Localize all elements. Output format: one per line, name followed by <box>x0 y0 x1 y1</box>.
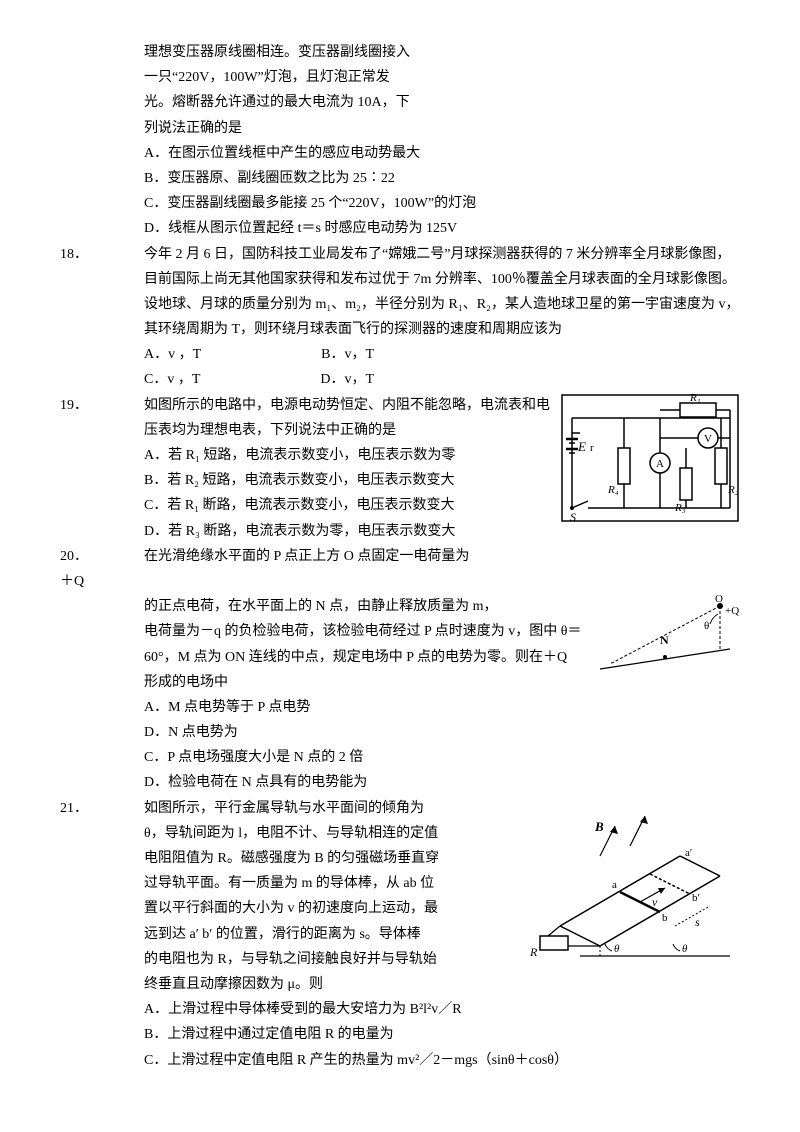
q19: 19． E r S R₁ V <box>90 393 740 544</box>
circuit-label-r4: R₄ <box>607 484 619 496</box>
q19-circuit-figure: E r S R₁ V A <box>560 393 740 523</box>
q17-opt-d: D．线框从图示位置起经 t＝s 时感应电动势为 125V <box>144 216 740 241</box>
q20-figure: O +Q N θ <box>590 594 740 694</box>
q20-body-1: 在光滑绝缘水平面的 P 点正上方 O 点固定一电荷量为 <box>144 544 740 569</box>
q21-label-R: R <box>530 945 538 959</box>
q18-body: 今年 2 月 6 日，国防科技工业局发布了“嫦娥二号”月球探测器获得的 7 米分… <box>144 242 740 343</box>
q20-opt-a: A．M 点电势等于 P 点电势 <box>144 695 740 720</box>
q17-continuation: 理想变压器原线圈相连。变压器副线圈接入 一只“220V，100W”灯泡，且灯泡正… <box>60 40 740 242</box>
q18: 18． 今年 2 月 6 日，国防科技工业局发布了“嫦娥二号”月球探测器获得的 … <box>90 242 740 393</box>
circuit-label-v: V <box>704 433 712 445</box>
q17-line-3: 光。熔断器允许通过的最大电流为 10A，下 <box>144 90 740 115</box>
q21-opt-b: B．上滑过程中通过定值电阻 R 的电量为 <box>144 1022 740 1047</box>
q21-opt-c: C．上滑过程中定值电阻 R 产生的热量为 mv²／2－mgs（sinθ＋cosθ… <box>144 1048 740 1073</box>
q21-num: 21． <box>60 796 88 821</box>
q21-figure: a b a′ b′ B v s R <box>530 796 740 966</box>
q20-opt-d2: D．检验电荷在 N 点具有的电势能为 <box>144 770 740 795</box>
circuit-label-e: E <box>577 439 586 454</box>
q17-opt-a: A．在图示位置线框中产生的感应电动势最大 <box>144 141 740 166</box>
circuit-label-r2: R₂ <box>727 484 739 496</box>
q20: 20． 在光滑绝缘水平面的 P 点正上方 O 点固定一电荷量为 <box>90 544 740 569</box>
q21-opt-a: A．上滑过程中导体棒受到的最大安培力为 B²l²v／R <box>144 997 740 1022</box>
circuit-label-s: S <box>570 510 576 523</box>
q18-opt-d: D．v，T <box>320 367 374 392</box>
q17-line-4: 列说法正确的是 <box>144 116 740 141</box>
q20-label-q: +Q <box>725 605 739 617</box>
q19-num: 19． <box>60 393 88 418</box>
q21-l8: 终垂直且动摩擦因数为 μ。则 <box>144 972 740 997</box>
q18-opt-c: C．v ，T <box>144 367 200 392</box>
q20-opt-d: D．N 点电势为 <box>144 720 740 745</box>
q21-label-s: s <box>695 915 700 929</box>
q21-label-a: a <box>612 879 617 891</box>
q20-num: 20． <box>60 544 88 569</box>
q18-opt-b: B．v，T <box>321 342 374 367</box>
circuit-label-r1: R₁ <box>689 393 701 404</box>
q20-cont: O +Q N θ 的正点电荷，在水平面上的 N 点，由静止释放质量为 m， 电荷… <box>90 594 740 796</box>
q20-label-n: N <box>660 633 669 647</box>
q20-opt-c: C．P 点电场强度大小是 N 点的 2 倍 <box>144 745 740 770</box>
q21-label-ap: a′ <box>685 847 692 859</box>
q18-num: 18． <box>60 242 88 267</box>
q18-opt-a: A．v ，T <box>144 342 201 367</box>
circuit-label-a: A <box>656 458 664 470</box>
q20-suffix: ＋Q <box>60 569 740 594</box>
circuit-label-r: r <box>590 442 594 454</box>
q21-label-bp: b′ <box>692 892 700 904</box>
q21: 21． a b a′ b′ B v <box>90 796 740 1073</box>
q17-line-2: 一只“220V，100W”灯泡，且灯泡正常发 <box>144 65 740 90</box>
q21-label-v: v <box>652 895 658 909</box>
q17-opt-b: B．变压器原、副线圈匝数之比为 25∶22 <box>144 166 740 191</box>
q21-label-theta2: θ <box>682 943 688 955</box>
q21-label-theta1: θ <box>614 943 620 955</box>
q21-label-B: B <box>594 819 604 834</box>
q21-label-b: b <box>662 912 668 924</box>
q17-opt-c: C．变压器副线圈最多能接 25 个“220V，100W”的灯泡 <box>144 191 740 216</box>
q20-label-o: O <box>715 594 723 605</box>
q20-label-theta: θ <box>704 620 709 632</box>
q17-line-1: 理想变压器原线圈相连。变压器副线圈接入 <box>144 40 740 65</box>
